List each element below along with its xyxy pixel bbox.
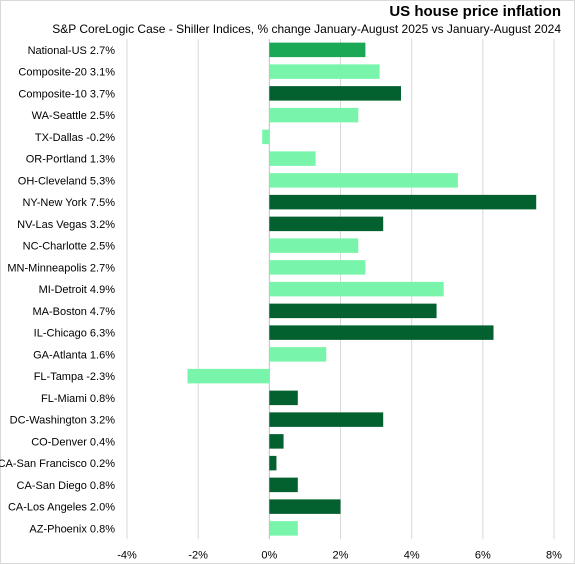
category-label: TX-Dallas -0.2% (35, 132, 115, 144)
category-label: MI-Detroit 4.9% (39, 284, 116, 296)
bars (187, 42, 537, 536)
x-tick-label: 6% (475, 549, 491, 561)
category-label: CA-Los Angeles 2.0% (8, 502, 115, 514)
bar (269, 303, 437, 319)
category-label: CO-Denver 0.4% (31, 436, 115, 448)
bar (269, 86, 401, 101)
bar (269, 238, 359, 253)
x-tick-label: 0% (261, 549, 277, 561)
bar (269, 173, 458, 188)
category-label: WA-Seattle 2.5% (32, 110, 116, 122)
bar (269, 347, 327, 362)
bar (269, 151, 316, 166)
category-label: NY-New York 7.5% (22, 197, 115, 209)
category-label: National-US 2.7% (28, 45, 116, 57)
category-label: FL-Tampa -2.3% (34, 371, 116, 383)
bar (269, 325, 494, 340)
category-label: Composite-20 3.1% (18, 67, 115, 79)
bar (269, 477, 298, 493)
bar (269, 499, 341, 514)
x-tick-label: -2% (188, 549, 208, 561)
bar (269, 64, 380, 79)
x-tick-label: 8% (546, 549, 562, 561)
category-label: NV-Las Vegas 3.2% (17, 219, 115, 231)
category-label: FL-Miami 0.8% (41, 393, 115, 405)
bar (187, 368, 270, 384)
chart-title: US house price inflation (389, 3, 561, 20)
category-label: Composite-10 3.7% (18, 88, 115, 100)
bar (269, 216, 384, 232)
bar (269, 194, 537, 210)
bar (269, 42, 366, 58)
bar (269, 434, 284, 449)
x-tick-label: 2% (333, 549, 349, 561)
chart-subtitle: S&P CoreLogic Case - Shiller Indices, % … (52, 22, 561, 36)
bar (269, 521, 298, 536)
x-tick-label: 4% (404, 549, 420, 561)
category-labels: National-US 2.7% Composite-20 3.1% Composi… (0, 45, 115, 536)
category-label: DC-Washington 3.2% (10, 415, 116, 427)
category-label: CA-San Francisco 0.2% (0, 458, 115, 470)
gridlines (126, 39, 555, 540)
bar (269, 281, 444, 297)
category-label: MN-Minneapolis 2.7% (7, 262, 115, 274)
x-tick-labels: -4% -2% 0% 2% 4% 6% 8% (117, 549, 562, 561)
bar (262, 129, 270, 145)
category-label: IL-Chicago 6.3% (34, 328, 116, 340)
category-label: MA-Boston 4.7% (32, 306, 115, 318)
bar (269, 107, 359, 123)
x-tick-label: -4% (117, 549, 137, 561)
bar (269, 260, 366, 275)
category-label: GA-Atlanta 1.6% (33, 349, 115, 361)
category-label: NC-Charlotte 2.5% (23, 241, 116, 253)
bar (269, 455, 277, 471)
category-label: AZ-Phoenix 0.8% (29, 523, 115, 535)
category-label: CA-San Diego 0.8% (17, 480, 116, 492)
category-label: OR-Portland 1.3% (26, 154, 115, 166)
bar (269, 412, 384, 427)
category-label: OH-Cleveland 5.3% (18, 175, 115, 187)
bar (269, 390, 298, 406)
